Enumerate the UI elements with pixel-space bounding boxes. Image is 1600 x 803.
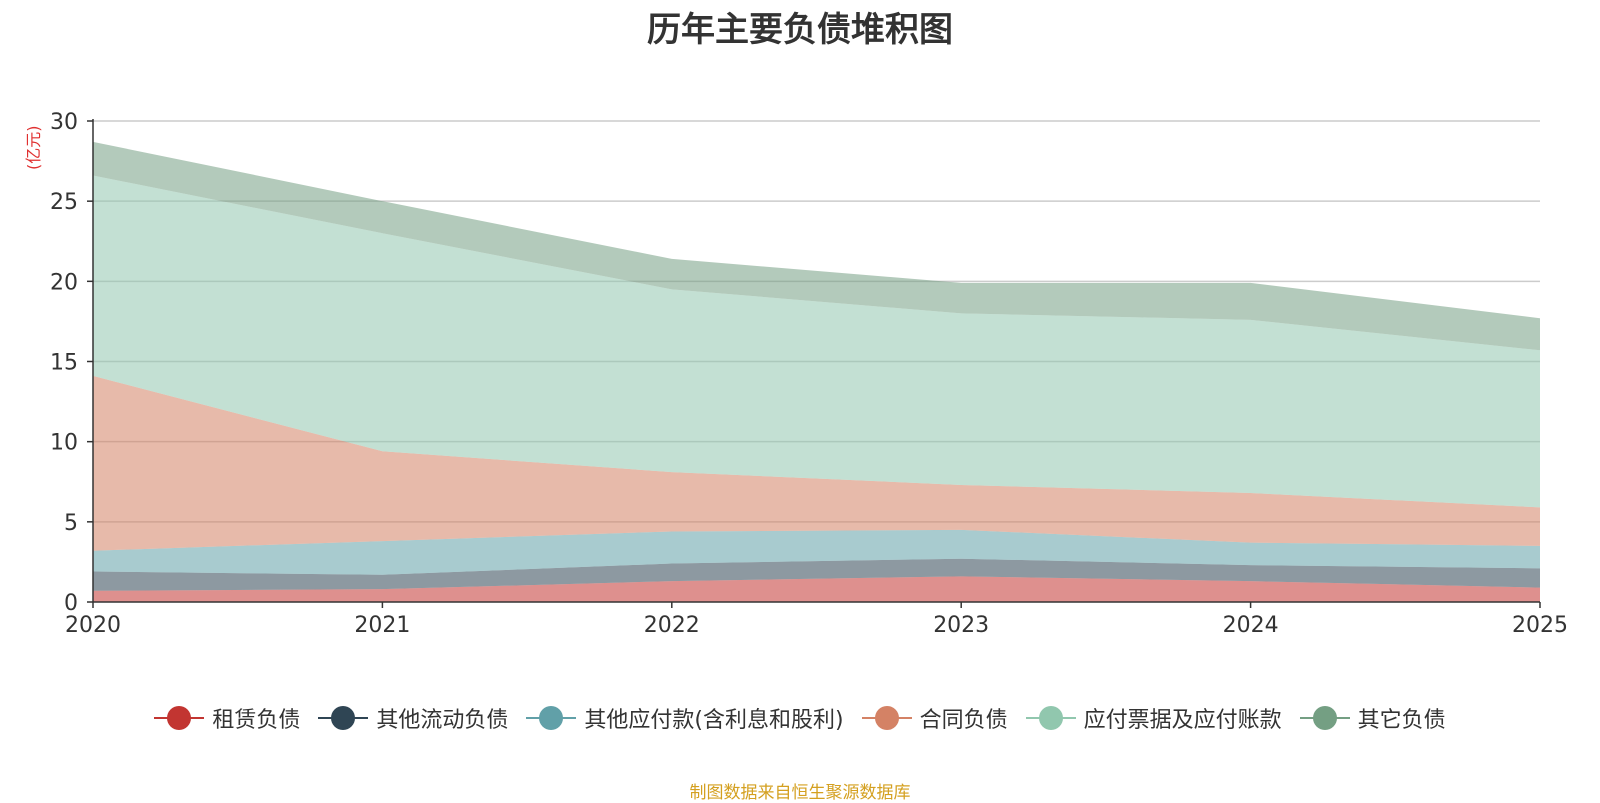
legend-marker — [318, 706, 369, 730]
legend-label: 租赁负债 — [212, 708, 301, 733]
area-series-5[interactable] — [93, 141, 1540, 351]
legend-dot — [331, 706, 356, 730]
legend-label: 应付票据及应付账款 — [1083, 708, 1282, 733]
y-tick-label: 10 — [50, 431, 78, 456]
legend-item-4[interactable]: 应付票据及应付账款 — [1025, 702, 1282, 734]
x-tick-label: 2023 — [933, 613, 989, 638]
x-tick-label: 2025 — [1512, 613, 1568, 638]
legend-dot — [874, 706, 899, 730]
area-series-0[interactable] — [93, 576, 1540, 602]
area-series-4[interactable] — [93, 175, 1540, 508]
legend-marker — [154, 706, 205, 730]
y-tick-label: 0 — [64, 591, 78, 616]
legend-label: 其他应付款(含利息和股利) — [584, 708, 844, 733]
x-tick-label: 2021 — [354, 613, 410, 638]
area-series-3[interactable] — [93, 375, 1540, 551]
legend-item-5[interactable]: 其它负债 — [1299, 702, 1446, 734]
legend: 租赁负债 其他流动负债 其他应付款(含利息和股利) 合同负债 应付票据及应付账款 其它负债 — [0, 702, 1600, 734]
legend-marker — [1299, 706, 1350, 730]
y-tick-label: 30 — [50, 110, 78, 135]
y-tick-label: 25 — [50, 190, 78, 215]
area-series-1[interactable] — [93, 558, 1540, 591]
area-series-2[interactable] — [93, 529, 1540, 575]
stacked-areas — [93, 141, 1540, 602]
source-note: 制图数据来自恒生聚源数据库 — [689, 783, 911, 803]
legend-item-3[interactable]: 合同负债 — [861, 702, 1008, 734]
legend-dot — [1312, 706, 1337, 730]
legend-item-2[interactable]: 其他应付款(含利息和股利) — [526, 702, 844, 734]
legend-marker — [1025, 706, 1076, 730]
legend-item-1[interactable]: 其他流动负债 — [318, 702, 508, 734]
legend-marker — [526, 706, 577, 730]
legend-label: 其他流动负债 — [376, 708, 509, 733]
y-tick-label: 5 — [64, 511, 78, 536]
y-tick-label: 15 — [50, 351, 78, 376]
x-tick-label: 2024 — [1223, 613, 1279, 638]
y-tick-label: 20 — [50, 270, 78, 295]
chart-title: 历年主要负债堆积图 — [647, 10, 953, 50]
legend-dot — [539, 706, 564, 730]
legend-dot — [1038, 706, 1063, 730]
x-tick-label: 2022 — [644, 613, 700, 638]
x-tick-label: 2020 — [65, 613, 121, 638]
legend-item-0[interactable]: 租赁负债 — [154, 702, 300, 734]
legend-dot — [167, 706, 192, 730]
legend-label: 其它负债 — [1357, 708, 1446, 733]
legend-label: 合同负债 — [919, 708, 1008, 733]
legend-marker — [861, 706, 912, 730]
